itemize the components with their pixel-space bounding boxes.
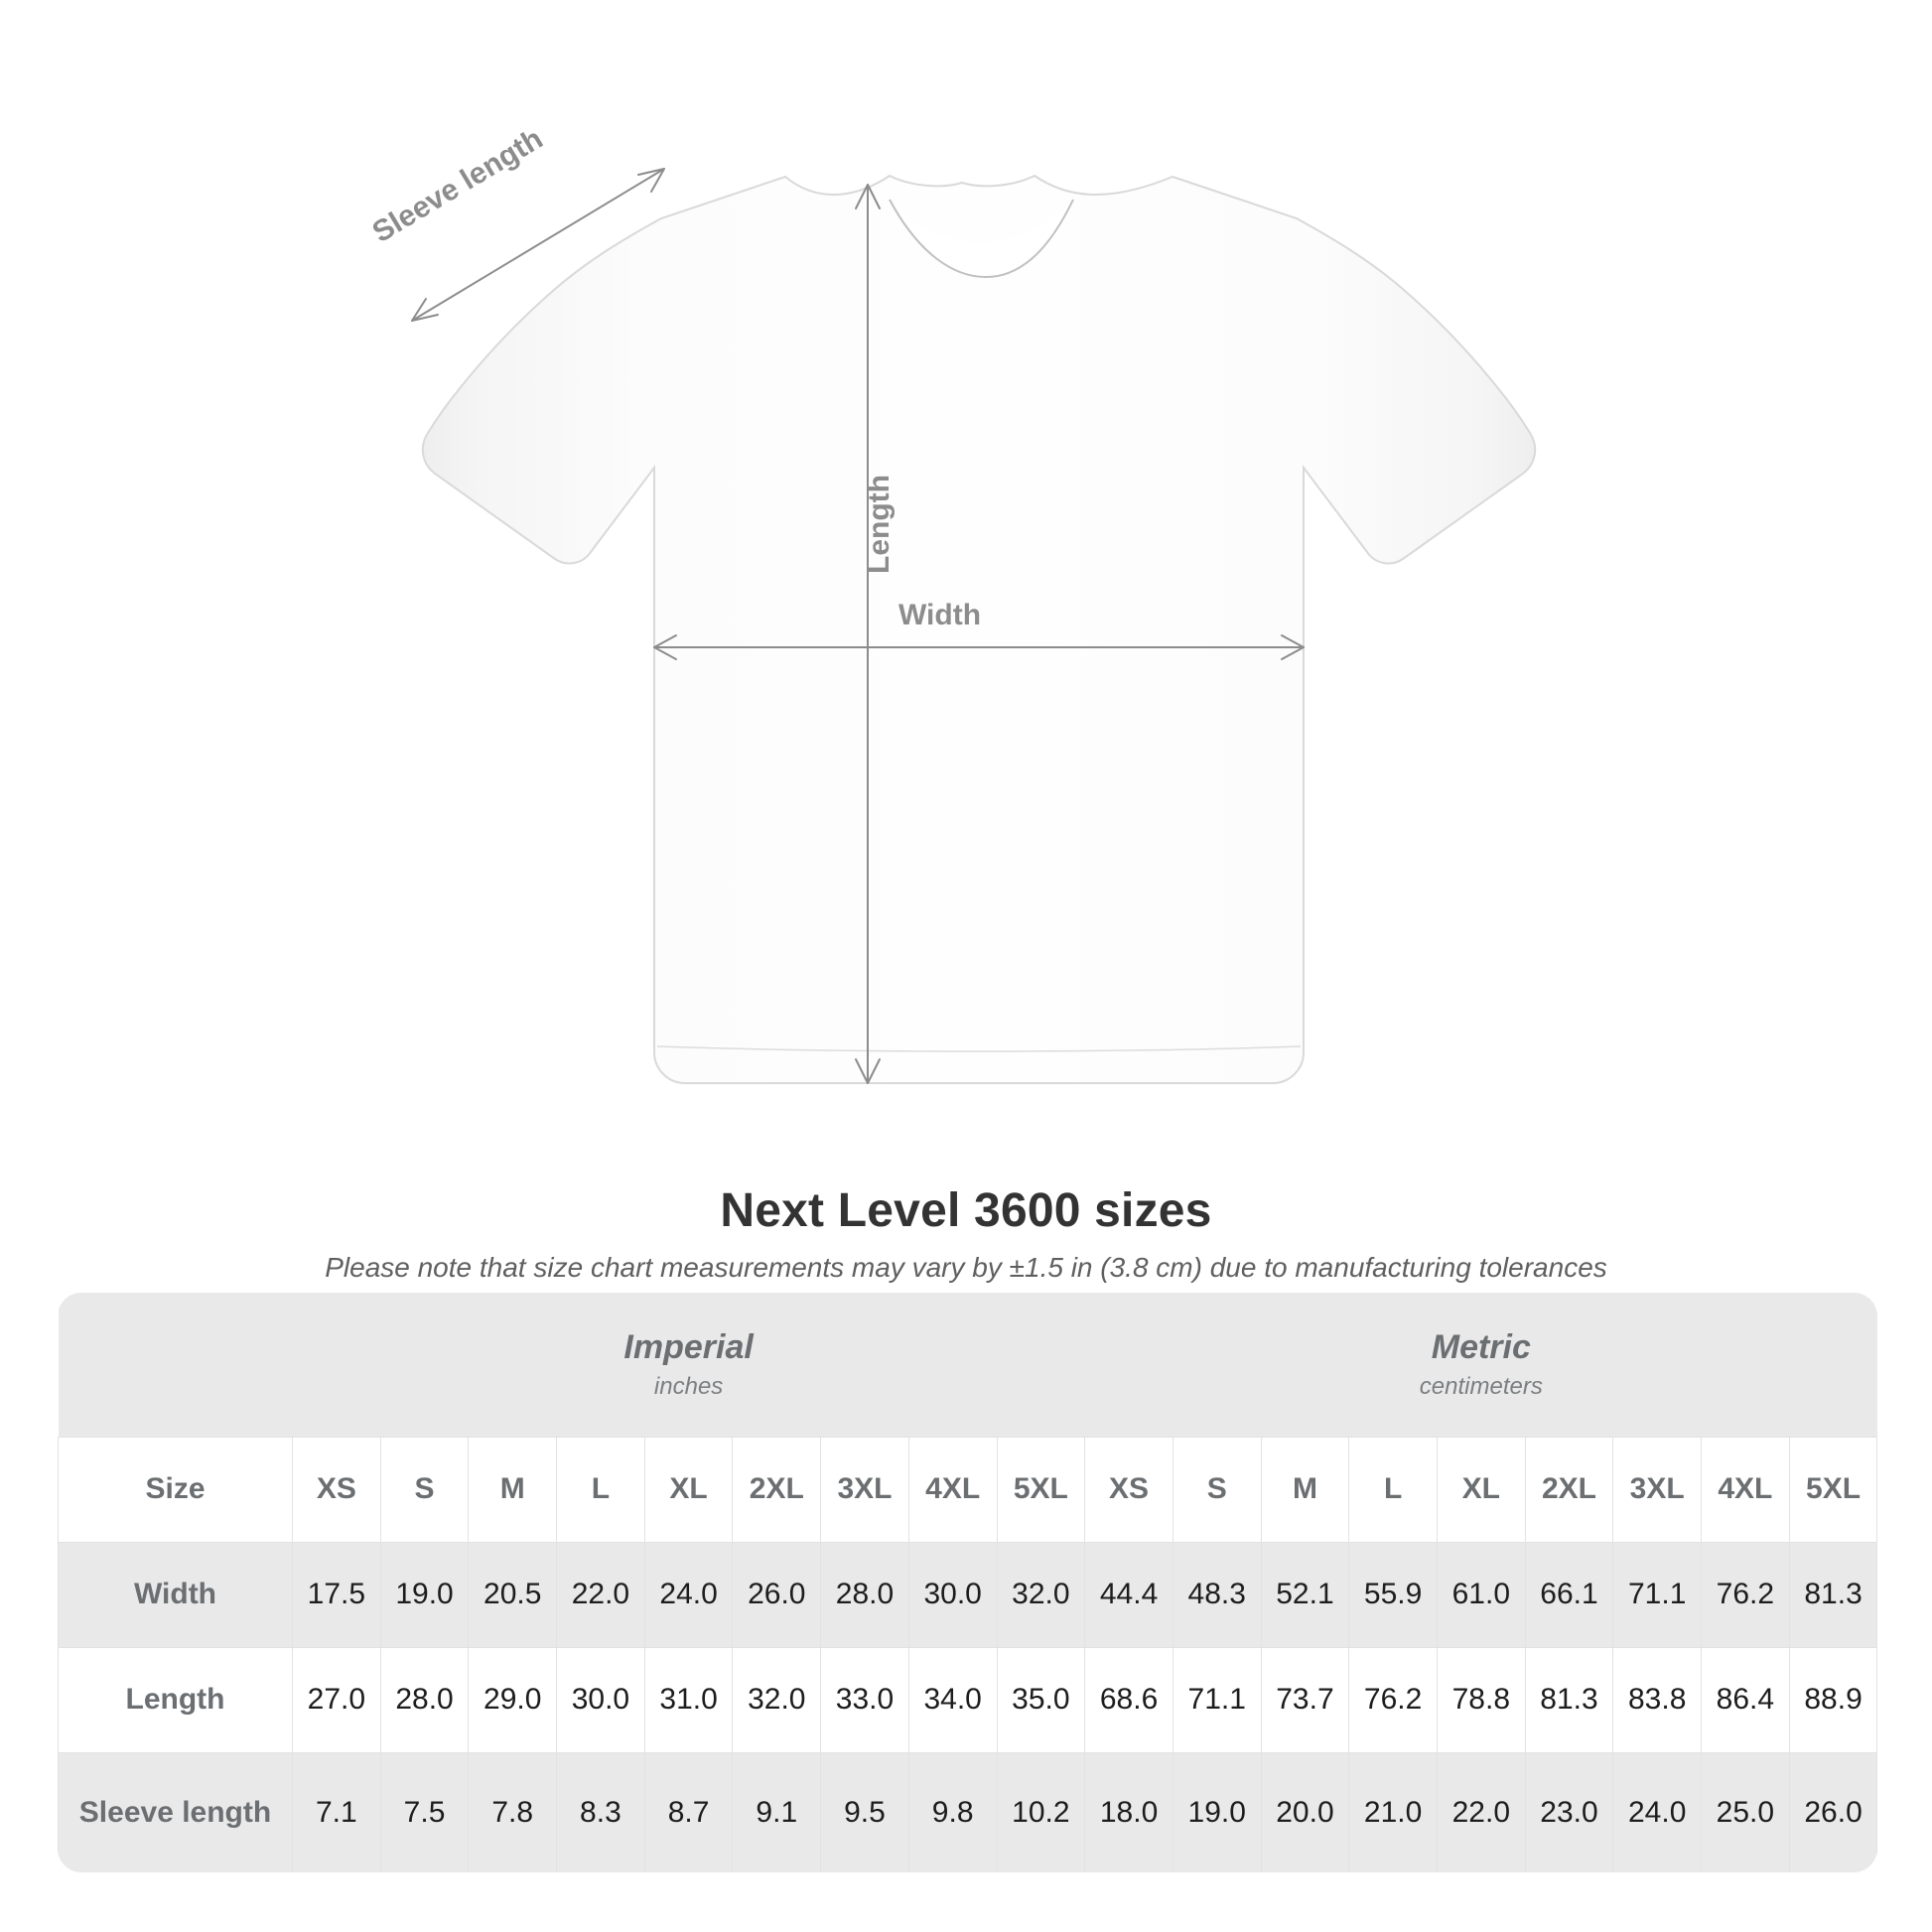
svg-text:Sleeve length: Sleeve length [367,122,549,249]
svg-text:Width: Width [898,599,981,631]
svg-text:Length: Length [863,475,896,574]
